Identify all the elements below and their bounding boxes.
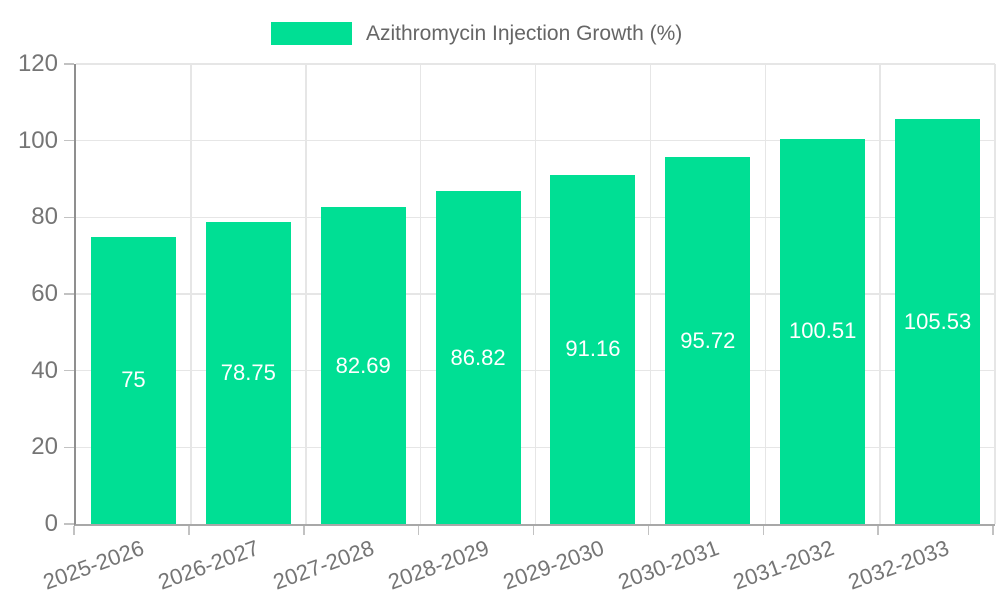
y-axis-tick xyxy=(64,139,74,142)
x-axis-tick xyxy=(417,526,420,535)
y-axis-tick-label: 120 xyxy=(17,50,58,77)
x-gridline xyxy=(190,64,192,524)
y-axis-tick xyxy=(64,293,74,295)
x-gridline xyxy=(649,64,652,524)
legend-label: Azithromycin Injection Growth (%) xyxy=(366,22,683,45)
y-axis-tick-label: 80 xyxy=(31,203,58,231)
bar-value-label: 95.72 xyxy=(680,327,736,353)
y-axis-tick xyxy=(64,523,74,525)
y-axis-tick xyxy=(64,369,74,372)
bar[interactable]: 78.75 xyxy=(205,222,291,524)
bar-value-label: 105.53 xyxy=(903,308,972,334)
x-axis-tick xyxy=(992,526,994,535)
y-axis-tick-label: 0 xyxy=(44,510,58,537)
x-gridline xyxy=(879,64,881,524)
bar[interactable]: 95.72 xyxy=(665,157,751,524)
x-gridline xyxy=(764,64,766,524)
plot-area: 75 78.75 82.69 86.82 91.16 95.72 100.51 105.53 xyxy=(74,63,996,526)
bar[interactable]: 91.16 xyxy=(550,174,636,524)
y-axis-tick xyxy=(64,216,74,219)
x-axis-tick xyxy=(762,526,764,535)
x-gridline xyxy=(534,64,537,524)
x-gridline xyxy=(419,64,422,524)
legend-swatch-icon xyxy=(271,22,352,45)
y-axis-tick-label: 100 xyxy=(17,126,58,154)
x-gridline xyxy=(305,64,307,524)
bar-value-label: 82.69 xyxy=(335,352,391,378)
x-gridline xyxy=(994,64,996,524)
bar[interactable]: 86.82 xyxy=(435,191,521,524)
y-axis-tick-label: 60 xyxy=(31,280,58,307)
bar-value-label: 78.75 xyxy=(220,360,276,386)
y-axis-tick-label: 20 xyxy=(31,433,58,461)
legend-item[interactable]: Azithromycin Injection Growth (%) xyxy=(271,22,682,45)
x-axis-tick xyxy=(303,526,305,535)
bar[interactable]: 75 xyxy=(90,236,176,524)
x-axis-tick xyxy=(188,526,190,535)
x-axis-tick xyxy=(877,526,879,535)
x-axis-tick xyxy=(73,526,75,535)
bar-value-label: 91.16 xyxy=(565,336,621,362)
x-axis-tick xyxy=(532,526,535,535)
bar[interactable]: 100.51 xyxy=(780,138,866,524)
y-axis-tick xyxy=(64,63,74,65)
bar-value-label: 100.51 xyxy=(789,318,857,344)
bar-value-label: 75 xyxy=(121,367,146,393)
bar-value-label: 86.82 xyxy=(450,344,506,370)
y-axis-tick-label: 40 xyxy=(31,356,58,384)
bar[interactable]: 105.53 xyxy=(895,119,981,524)
bar[interactable]: 82.69 xyxy=(320,207,406,524)
x-axis-tick xyxy=(647,526,650,535)
y-axis-tick xyxy=(64,446,74,449)
